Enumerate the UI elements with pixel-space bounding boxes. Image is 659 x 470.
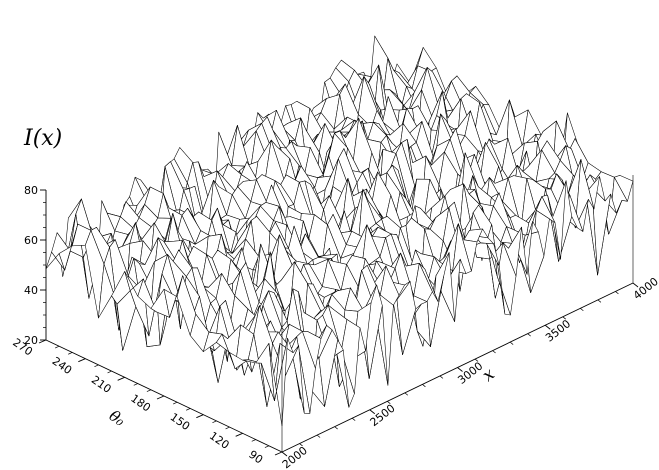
surface-mesh — [45, 35, 634, 427]
y-tick-label: 90 — [246, 448, 265, 467]
x-minor-tick — [387, 401, 391, 404]
y-minor-tick — [54, 345, 60, 349]
y-minor-tick — [94, 364, 99, 368]
y-minor-tick — [225, 426, 230, 430]
y-tick-label: 210 — [89, 373, 114, 396]
x-minor-tick — [422, 384, 426, 388]
x-minor-tick — [404, 392, 409, 396]
y-tick — [235, 432, 243, 437]
x-minor-tick — [316, 434, 321, 438]
x-minor-tick — [439, 375, 444, 379]
x-minor-tick — [580, 308, 584, 312]
z-tick-label: 40 — [24, 284, 38, 297]
y-minor-tick — [186, 408, 191, 411]
x-minor-tick — [615, 291, 619, 295]
x-minor-tick — [509, 341, 514, 345]
z-tick-label: 80 — [24, 184, 38, 197]
x-minor-tick — [527, 333, 531, 337]
y-minor-tick — [264, 445, 270, 448]
y-minor-tick — [107, 370, 112, 374]
y-tick — [78, 358, 86, 363]
x-minor-tick — [492, 350, 496, 354]
y-minor-tick — [251, 439, 256, 442]
y-tick-label: 120 — [207, 429, 232, 452]
x-tick — [544, 324, 551, 330]
y-minor-tick — [133, 383, 138, 386]
x-minor-tick — [597, 299, 602, 303]
x-minor-tick — [351, 417, 356, 421]
x-minor-tick — [299, 443, 303, 447]
y-minor-tick — [212, 420, 217, 424]
x-tick-label: 3500 — [543, 317, 573, 344]
y-minor-tick — [68, 352, 73, 355]
x-tick — [457, 367, 463, 372]
y-tick-label: 240 — [50, 354, 75, 377]
x-tick-label: 2000 — [280, 444, 310, 470]
x-tick — [632, 282, 639, 288]
y-tick-label: 180 — [128, 392, 153, 415]
y-tick — [196, 414, 204, 419]
y-minor-tick — [172, 401, 178, 405]
y-tick — [117, 376, 125, 381]
y-tick — [156, 395, 165, 400]
x-axis-title: x — [479, 364, 499, 386]
x-tick-label: 4000 — [631, 275, 659, 302]
x-minor-tick — [334, 426, 338, 430]
x-tick-label: 2500 — [368, 402, 398, 429]
y-axis-title: θ₀ — [106, 407, 129, 430]
y-minor-tick — [146, 389, 152, 392]
z-tick-label: 20 — [24, 334, 38, 347]
y-tick-label: 150 — [168, 410, 193, 433]
x-minor-tick — [474, 358, 479, 362]
x-tick — [281, 451, 288, 457]
x-tick — [369, 409, 376, 415]
surface-cell — [268, 337, 288, 427]
x-minor-tick — [562, 316, 567, 320]
z-tick-label: 60 — [24, 234, 38, 247]
y-tick — [274, 451, 283, 456]
y-tick — [38, 339, 47, 344]
z-axis-title: I(x) — [23, 126, 62, 151]
